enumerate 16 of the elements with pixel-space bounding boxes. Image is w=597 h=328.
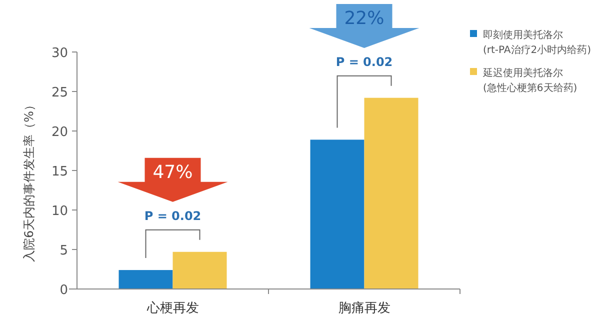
y-tick-label: 10 [51,204,68,219]
text: 22% [344,8,384,29]
x-tick-label: 心梗再发 [146,300,199,316]
y-tick-label: 25 [51,86,68,100]
y-axis-title: 入院6天内的事件发生率（%） [22,98,36,262]
legend-label: 即刻使用美托洛尔 (rt-PA治疗2小时内给药) [483,29,592,56]
y-tick-label: 20 [51,125,68,140]
y-tick-label: 15 [51,164,68,180]
y-tick-label: 0 [60,283,68,298]
annotation: P = 0.02 [144,208,202,223]
x-tick-label: 胸痛再发 [338,301,390,316]
y-tick-label: 5 [60,244,68,258]
annotation: P = 0.02 [336,54,393,69]
legend-label: 延迟使用美托洛尔 (急性心梗第6天给药) [482,67,578,94]
annotation: 47% [152,162,193,183]
y-tick-label: 30 [51,46,68,61]
